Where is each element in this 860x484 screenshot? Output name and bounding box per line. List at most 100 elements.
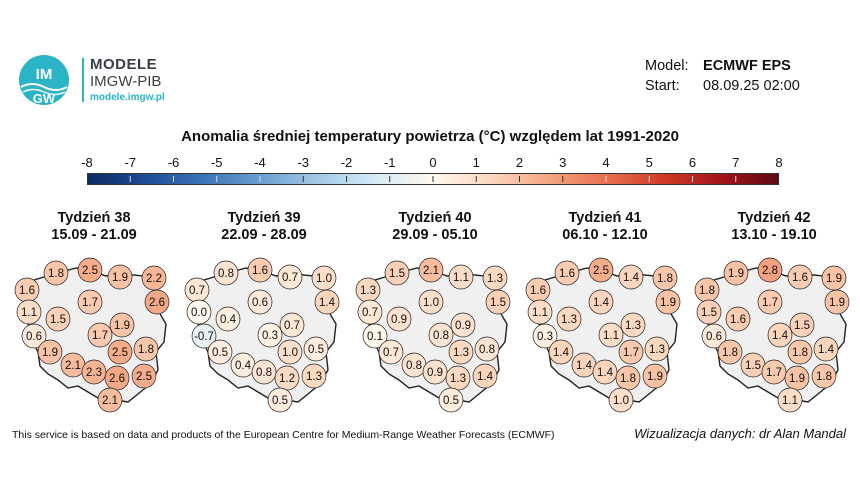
model-row: Model: ECMWF EPS [645, 56, 800, 76]
colorbar-tick-label: -5 [210, 155, 223, 170]
region-circle [608, 387, 634, 413]
region-value: 1.9 [42, 347, 58, 359]
region-marker: 1.7 [757, 289, 783, 315]
week-panel: Tydzień 38 15.09 - 21.09 2.5 1.8 1.9 2.2 1.6 2.… [8, 210, 180, 413]
region-marker: 0.4 [230, 352, 256, 378]
logo-url[interactable]: modele.imgw.pl [90, 92, 165, 103]
region-circle [418, 257, 444, 283]
region-marker: 1.9 [642, 363, 668, 389]
region-value: 2.6 [149, 297, 165, 309]
region-value: 0.8 [218, 268, 234, 280]
region-marker: 1.1 [16, 299, 42, 325]
region-circle [482, 265, 508, 291]
poland-map: 2.5 1.6 1.4 1.8 1.6 1.9 1.4 1.1 1.3 1.3 1.1 0.3 1.7 1… [525, 257, 681, 413]
colorbar-tick-label: -1 [383, 155, 396, 170]
region-marker: 0.8 [251, 359, 277, 385]
region-circle [21, 323, 47, 349]
week-title: Tydzień 40 [398, 210, 472, 226]
region-marker: 2.6 [104, 365, 130, 391]
model-label: Model: [645, 58, 689, 74]
region-circle [301, 363, 327, 389]
region-value: 1.2 [279, 373, 295, 385]
region-marker: 0.6 [701, 323, 727, 349]
region-marker: 1.9 [784, 365, 810, 391]
region-marker: -0.7 [191, 323, 217, 349]
region-circle [556, 306, 582, 332]
start-value: 08.09.25 02:00 [703, 78, 800, 94]
region-value: 2.1 [423, 265, 439, 277]
week-panel: Tydzień 42 13.10 - 19.10 2.8 1.9 1.6 1.9 1.8 1.… [688, 210, 860, 413]
region-marker: 1.0 [418, 289, 444, 315]
region-marker: 1.8 [717, 339, 743, 365]
region-marker: 1.3 [445, 365, 471, 391]
region-marker: 1.6 [725, 306, 751, 332]
region-marker: 1.9 [824, 289, 850, 315]
region-value: 0.4 [235, 360, 252, 372]
region-value: 0.8 [479, 344, 495, 356]
region-circle [251, 359, 277, 385]
region-marker: 1.9 [723, 260, 749, 286]
region-marker: 0.3 [532, 323, 558, 349]
region-marker: 0.9 [450, 312, 476, 338]
region-marker: 1.8 [787, 339, 813, 365]
region-value: 1.0 [613, 395, 629, 407]
region-circle [588, 257, 614, 283]
region-value: 1.5 [50, 314, 66, 326]
region-marker: 2.5 [77, 257, 103, 283]
region-value: 1.0 [282, 347, 298, 359]
region-marker: 2.2 [141, 265, 167, 291]
region-circle [548, 339, 574, 365]
region-value: 1.9 [728, 268, 744, 280]
region-marker: 1.4 [767, 322, 793, 348]
model-info: Model: ECMWF EPS Start: 08.09.25 02:00 [645, 56, 800, 96]
region-value: 1.5 [745, 360, 761, 372]
region-value: 1.1 [21, 307, 37, 319]
colorbar-tick-label: -3 [297, 155, 310, 170]
region-marker: 1.5 [485, 289, 511, 315]
region-circle [109, 312, 135, 338]
region-circle [311, 265, 337, 291]
region-value: 1.9 [660, 297, 676, 309]
region-marker: 1.0 [608, 387, 634, 413]
colorbar-tick-label: 6 [688, 155, 697, 170]
region-value: 1.1 [603, 330, 619, 342]
region-value: 1.4 [477, 371, 494, 383]
region-circle [725, 306, 751, 332]
region-marker: 0.3 [257, 322, 283, 348]
region-marker: 0.7 [357, 299, 383, 325]
poland-map: 2.1 1.5 1.1 1.3 1.3 1.5 1.0 0.7 0.9 0.9 0.8 0.1 1.3 0… [355, 257, 511, 413]
region-marker: 1.6 [787, 264, 813, 290]
region-value: 1.7 [82, 297, 98, 309]
region-circle [362, 323, 388, 349]
start-row: Start: 08.09.25 02:00 [645, 76, 800, 96]
week-dates: 13.10 - 19.10 [731, 227, 817, 243]
region-marker: 1.9 [821, 265, 847, 291]
week-dates: 06.10 - 12.10 [562, 227, 648, 243]
region-value: 1.4 [818, 344, 835, 356]
model-value: ECMWF EPS [703, 58, 791, 74]
region-value: 1.7 [766, 367, 782, 379]
region-circle [821, 265, 847, 291]
region-marker: 1.9 [37, 339, 63, 365]
region-value: 0.7 [362, 307, 378, 319]
region-value: 2.8 [762, 265, 778, 277]
region-circle [384, 260, 410, 286]
region-circle [787, 264, 813, 290]
region-circle [77, 257, 103, 283]
region-value: 0.0 [191, 307, 207, 319]
region-marker: 1.6 [247, 257, 273, 283]
colorbar-tick-label: -8 [81, 155, 93, 170]
region-marker: 1.8 [43, 260, 69, 286]
week-dates: 15.09 - 21.09 [51, 227, 137, 243]
region-value: 1.6 [792, 272, 808, 284]
region-value: 1.8 [816, 371, 832, 383]
region-circle [598, 322, 624, 348]
colorbar-tick-label: 1 [472, 155, 480, 170]
region-marker: 1.4 [571, 352, 597, 378]
region-marker: 1.4 [314, 289, 340, 315]
imgw-logo: IM GW MODELE IMGW-PIB modele.imgw.pl [18, 54, 218, 110]
region-circle [141, 265, 167, 291]
colorbar-tick-label: 0 [429, 155, 437, 170]
region-marker: 2.6 [144, 289, 170, 315]
start-label: Start: [645, 78, 680, 94]
